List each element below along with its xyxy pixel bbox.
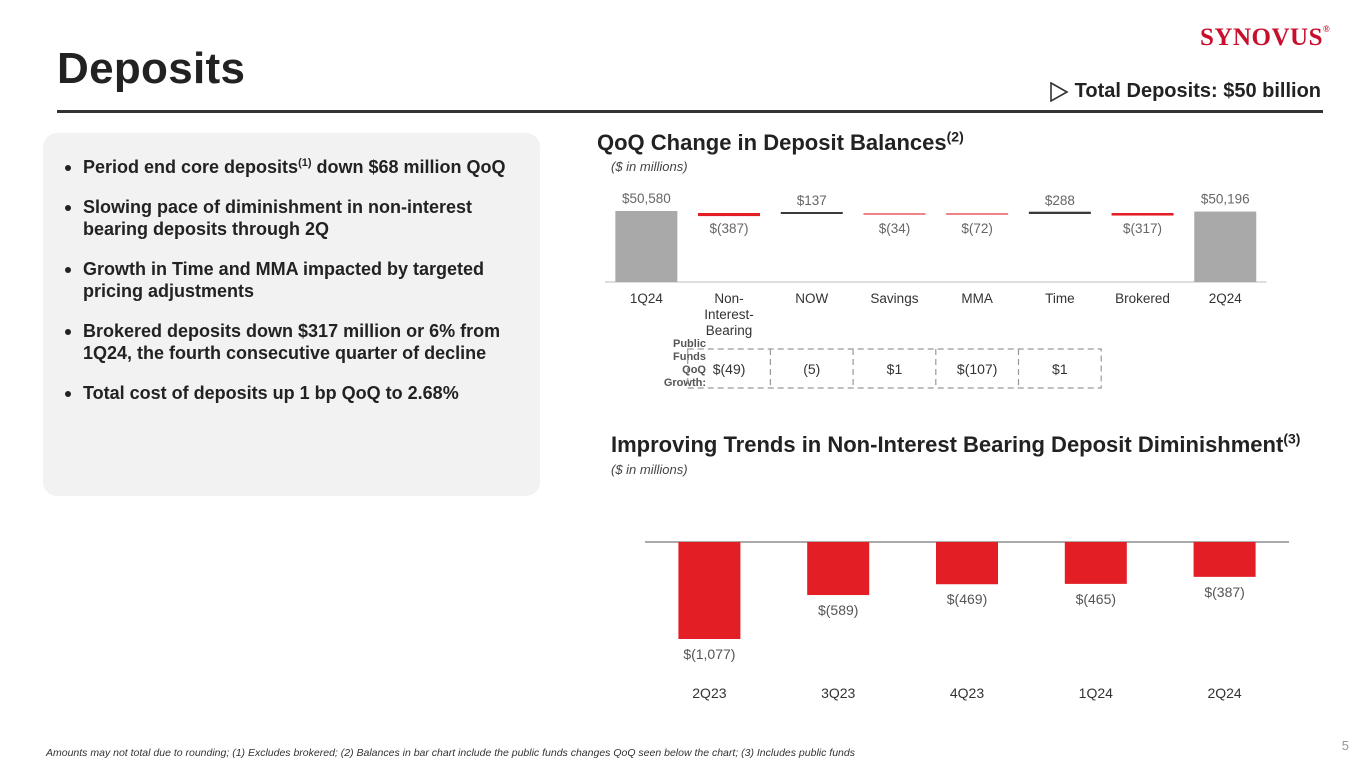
trend-bar bbox=[936, 542, 998, 585]
public-funds-box bbox=[687, 348, 1102, 389]
bullet-text: down $68 million QoQ bbox=[311, 157, 506, 177]
waterfall-category-label: Bearing bbox=[706, 323, 753, 338]
waterfall-total-bar bbox=[615, 211, 678, 282]
bullet-text: Period end core deposits bbox=[83, 157, 299, 177]
page-number: 5 bbox=[1341, 738, 1349, 753]
public-funds-value: $(107) bbox=[957, 361, 997, 377]
waterfall-delta-bar bbox=[946, 213, 1009, 215]
trend-bar bbox=[1064, 542, 1127, 584]
waterfall-data-label: $(387) bbox=[710, 221, 749, 236]
waterfall-delta-bar bbox=[1111, 213, 1174, 216]
trend-data-label: $(469) bbox=[947, 591, 987, 607]
waterfall-category-label: 2Q24 bbox=[1209, 291, 1243, 306]
waterfall-category-label: Non- bbox=[714, 291, 743, 306]
bullet-text: Brokered deposits down $317 million or 6… bbox=[83, 321, 501, 363]
total-deposits-text: Total Deposits: $50 billion bbox=[1074, 80, 1321, 102]
trend-bar bbox=[807, 542, 870, 596]
trend-data-label: $(1,077) bbox=[683, 646, 735, 662]
chart1-title-text: QoQ Change in Deposit Balances bbox=[597, 130, 947, 155]
trend-category-label: 4Q23 bbox=[950, 685, 984, 701]
public-funds-label: Public bbox=[673, 338, 706, 350]
bullet-item: Total cost of deposits up 1 bp QoQ to 2.… bbox=[63, 382, 528, 404]
logo-text: SYNOVUS bbox=[1200, 24, 1323, 51]
chart1-subtitle: ($ in millions) bbox=[611, 159, 688, 174]
chart2-title-text: Improving Trends in Non-Interest Bearing… bbox=[611, 432, 1284, 457]
trend-category-label: 1Q24 bbox=[1079, 685, 1113, 701]
waterfall-data-label: $(34) bbox=[879, 221, 911, 236]
waterfall-data-label: $(72) bbox=[961, 221, 993, 236]
logo-registered-mark: ® bbox=[1322, 24, 1331, 34]
bullet-text: Slowing pace of diminishment in non-inte… bbox=[83, 197, 473, 239]
chart1-title: QoQ Change in Deposit Balances(2) bbox=[597, 130, 964, 156]
waterfall-category-label: Interest- bbox=[704, 307, 754, 322]
waterfall-delta-bar bbox=[780, 212, 843, 214]
trend-category-label: 3Q23 bbox=[821, 685, 855, 701]
waterfall-category-label: Savings bbox=[870, 291, 918, 306]
bullet-text: Total cost of deposits up 1 bp QoQ to 2.… bbox=[83, 383, 459, 403]
waterfall-data-label: $288 bbox=[1045, 193, 1075, 208]
title-divider bbox=[57, 110, 1323, 113]
waterfall-delta-bar bbox=[1028, 211, 1091, 214]
bullet-text: Growth in Time and MMA impacted by targe… bbox=[83, 259, 485, 301]
play-triangle-icon bbox=[1049, 81, 1069, 102]
trend-bar bbox=[1193, 542, 1256, 577]
waterfall-data-label: $(317) bbox=[1123, 221, 1162, 236]
synovus-logo: SYNOVUS® bbox=[1200, 24, 1330, 52]
public-funds-value: (5) bbox=[803, 361, 820, 377]
trend-bar bbox=[678, 542, 741, 639]
chart2-subtitle: ($ in millions) bbox=[611, 462, 688, 477]
bullet-footnote: (1) bbox=[298, 157, 312, 169]
waterfall-delta-bar bbox=[863, 213, 926, 215]
waterfall-category-label: Time bbox=[1045, 291, 1075, 306]
waterfall-category-label: Brokered bbox=[1115, 291, 1170, 306]
chart2-title-footnote: (3) bbox=[1283, 430, 1301, 447]
public-funds-value: $(49) bbox=[713, 361, 746, 377]
trend-data-label: $(589) bbox=[818, 602, 858, 618]
non-interest-bearing-trend-chart: $(1,077) 2Q23 $(589) 3Q23 $(469) 4Q23 $(465) 1Q… bbox=[645, 541, 1289, 701]
waterfall-data-label: $137 bbox=[797, 193, 827, 208]
deposit-balances-waterfall-chart: $50,580 1Q24 $(387) Non-Interest-Bearing $13… bbox=[605, 191, 1267, 389]
trend-category-label: 2Q24 bbox=[1207, 685, 1241, 701]
trend-data-label: $(387) bbox=[1204, 584, 1244, 600]
trend-data-label: $(465) bbox=[1076, 591, 1116, 607]
waterfall-category-label: MMA bbox=[961, 291, 993, 306]
waterfall-category-label: 1Q24 bbox=[630, 291, 664, 306]
waterfall-data-label: $50,196 bbox=[1201, 192, 1250, 207]
key-points-panel: Period end core deposits(1) down $68 mil… bbox=[43, 133, 540, 496]
bullet-item: Period end core deposits(1) down $68 mil… bbox=[63, 156, 528, 178]
public-funds-value: $1 bbox=[1052, 361, 1068, 377]
waterfall-category-label: NOW bbox=[795, 291, 828, 306]
bullet-item: Slowing pace of diminishment in non-inte… bbox=[63, 196, 528, 240]
public-funds-value: $1 bbox=[887, 361, 903, 377]
bullet-list: Period end core deposits(1) down $68 mil… bbox=[63, 156, 528, 422]
bullet-item: Brokered deposits down $317 million or 6… bbox=[63, 320, 528, 364]
footnote: Amounts may not total due to rounding; (… bbox=[46, 747, 855, 759]
public-funds-label: QoQ bbox=[682, 364, 706, 376]
trend-category-label: 2Q23 bbox=[692, 685, 726, 701]
chart1-title-footnote: (2) bbox=[946, 128, 964, 145]
chart2-title: Improving Trends in Non-Interest Bearing… bbox=[611, 432, 1300, 458]
public-funds-label: Growth: bbox=[664, 377, 706, 389]
waterfall-total-bar bbox=[1194, 211, 1257, 282]
total-deposits-callout: Total Deposits: $50 billion bbox=[1049, 80, 1321, 103]
page-title: Deposits bbox=[57, 44, 246, 93]
waterfall-delta-bar bbox=[698, 213, 761, 217]
bullet-item: Growth in Time and MMA impacted by targe… bbox=[63, 258, 528, 302]
public-funds-label: Funds bbox=[673, 351, 706, 363]
waterfall-data-label: $50,580 bbox=[622, 191, 671, 206]
